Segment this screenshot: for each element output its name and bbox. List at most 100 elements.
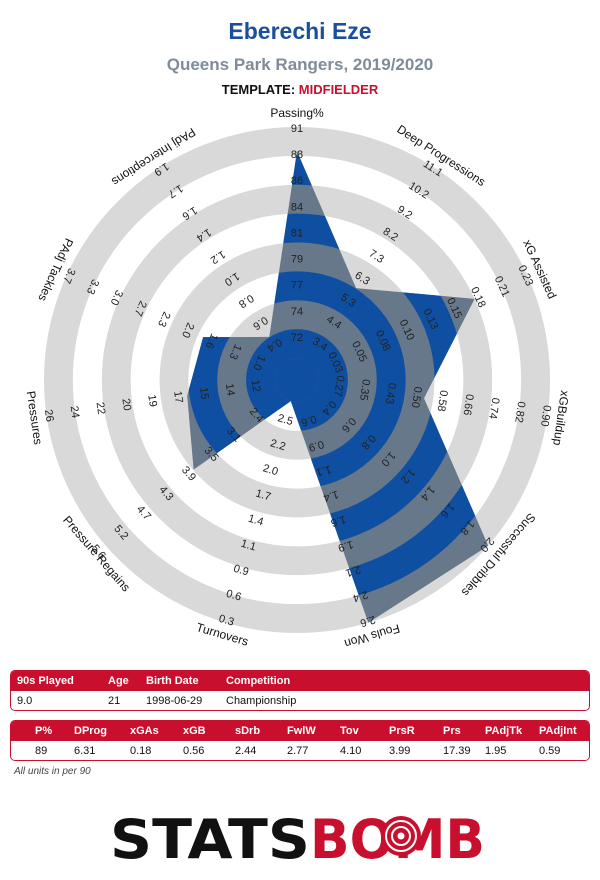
radar-tick-label: 1.4 (322, 488, 340, 504)
radar-center (275, 358, 319, 402)
stats-table-cell: 3.99 (389, 745, 411, 757)
radar-tick-label: 2.4 (351, 588, 369, 604)
stats-table-cell: 89 (35, 745, 48, 757)
stats-table-cell: 1.95 (485, 745, 507, 757)
stats-table-header-cell: PrsR (389, 725, 415, 737)
radar-tick-label: 2.1 (344, 563, 362, 579)
radar-tick-label: 77 (291, 280, 303, 292)
radar-tick-label: 2.2 (269, 437, 287, 453)
radar-tick-label: 0.66 (461, 393, 476, 416)
radar-tick-labels: 7274777981848688913.44.45.36.37.38.29.21… (42, 123, 553, 629)
radar-tick-label: 0.35 (357, 378, 372, 401)
radar-tick-label: 24 (68, 405, 82, 419)
radar-tick-label: 1.3 (226, 342, 243, 361)
radar-tick-label: 2.3 (155, 310, 172, 329)
stats-table-header-cell: xGAs (130, 725, 159, 737)
radar-tick-label: 1.7 (254, 487, 272, 503)
radar-tick-label: 15 (197, 386, 211, 400)
radar-tick-label: 1.6 (203, 331, 220, 350)
radar-tick-label: 74 (291, 306, 303, 318)
stats-table-cell: 0.18 (130, 745, 152, 757)
stats-table-header-cell: Prs (443, 725, 461, 737)
info-table-cell: 9.0 (17, 695, 33, 707)
stats-table: P% DProg xGAs xGB sDrb FwlW Tov PrsR Prs PAdjTk PA… (10, 720, 590, 761)
radar-tick-label: 26 (42, 409, 56, 423)
radar-tick-label: 0.9 (307, 438, 325, 454)
info-table-row: 9.0 21 1998-06-29 Championship (11, 691, 589, 710)
radar-tick-label: 3.0 (108, 288, 125, 307)
radar-tick-label: 91 (291, 123, 303, 135)
radar-chart: 7274777981848688913.44.45.36.37.38.29.21… (24, 106, 572, 651)
stats-table-header-cell: Tov (340, 725, 359, 737)
radar-tick-label: 22 (94, 401, 108, 415)
stats-table-header: P% DProg xGAs xGB sDrb FwlW Tov PrsR Prs PAdjTk PA… (11, 721, 589, 741)
radar-tick-label: 3.3 (84, 277, 101, 296)
radar-tick-label: 81 (291, 227, 303, 239)
info-table-header: 90s Played Age Birth Date Competition (11, 671, 589, 691)
radar-tick-label: 1.6 (329, 513, 347, 529)
radar-tick-label: 86 (291, 175, 303, 187)
units-footnote: All units in per 90 (14, 766, 91, 777)
radar-tick-label: 0.74 (486, 397, 501, 420)
stats-table-header-cell: DProg (74, 725, 107, 737)
radar-tick-label: 19 (145, 394, 159, 408)
template-line: TEMPLATE: MIDFIELDER (0, 82, 600, 97)
radar-tick-label: 1.1 (315, 463, 333, 479)
radar-tick-label: 0.82 (512, 401, 527, 424)
radar-tick-label: 2.0 (261, 462, 279, 478)
template-label: TEMPLATE: (221, 82, 296, 97)
radar-tick-label: 1.0 (250, 353, 267, 372)
info-table-cell: 21 (108, 695, 121, 707)
statsbomb-logo: STATS BOMB (110, 808, 485, 866)
radar-tick-label: 1.4 (247, 513, 265, 529)
radar-tick-label: 0.6 (300, 412, 318, 428)
info-table-header-cell: 90s Played (17, 675, 74, 687)
radar-tick-label: 0.50 (409, 386, 424, 409)
radar-tick-label: 2.6 (359, 613, 377, 629)
radar-tick-label: 0.3 (217, 613, 235, 629)
stats-table-cell: 2.44 (235, 745, 257, 757)
stats-table-row: 89 6.31 0.18 0.56 2.44 2.77 4.10 3.99 17.39 1.95 0… (11, 741, 589, 760)
radar-tick-label: 72 (291, 332, 303, 344)
team-season: Queens Park Rangers, 2019/2020 (166, 55, 434, 74)
radar-tick-label: 14 (223, 383, 237, 397)
stats-table-header-cell: xGB (183, 725, 206, 737)
stats-table-header-cell: sDrb (235, 725, 261, 737)
info-table-header-cell: Age (108, 675, 129, 687)
radar-tick-label: 88 (291, 149, 303, 161)
stats-table-header-cell: PAdjTk (485, 725, 523, 737)
stats-table-cell: 6.31 (74, 745, 96, 757)
logo-text-stats: STATS (110, 808, 310, 866)
radar-tick-label: 2.5 (276, 412, 294, 428)
radar-tick-label: 17 (171, 390, 185, 404)
stats-table-header-cell: FwlW (287, 725, 316, 737)
radar-tick-label: 0.43 (383, 382, 398, 405)
radar-tick-label: 20 (119, 398, 133, 412)
player-name: Eberechi Eze (228, 18, 372, 44)
radar-tick-label: 0.90 (538, 404, 553, 427)
info-table-header-cell: Competition (226, 675, 291, 687)
radar-tick-label: 2.7 (131, 299, 148, 318)
info-table: 90s Played Age Birth Date Competition 9.0 21… (10, 670, 590, 711)
stats-table-cell: 4.10 (340, 745, 362, 757)
stats-table-header-cell: PAdjInt (539, 725, 577, 737)
stats-table-header-cell: P% (35, 725, 53, 737)
radar-tick-label: 1.9 (337, 538, 355, 554)
radar-tick-label: 0.27 (331, 375, 346, 398)
radar-tick-label: 12 (249, 379, 263, 393)
radar-ring (44, 127, 550, 633)
radar-tick-label: 84 (291, 201, 303, 213)
radar-tick-label: 79 (291, 254, 303, 266)
radar-axis-label: Passing% (270, 106, 324, 120)
radar-axis-label: xGBuildup (550, 390, 572, 447)
radar-tick-label: 2.0 (179, 321, 196, 340)
stats-table-cell: 0.59 (539, 745, 561, 757)
template-value: MIDFIELDER (298, 82, 379, 97)
radar-tick-label: 0.58 (435, 389, 450, 412)
radar-tick-label: 0.9 (232, 563, 250, 579)
info-table-header-cell: Birth Date (146, 675, 199, 687)
logo-target-icon (381, 816, 421, 856)
stats-table-cell: 0.56 (183, 745, 205, 757)
player-band (246, 329, 348, 431)
radar-tick-label: 1.1 (239, 538, 257, 554)
